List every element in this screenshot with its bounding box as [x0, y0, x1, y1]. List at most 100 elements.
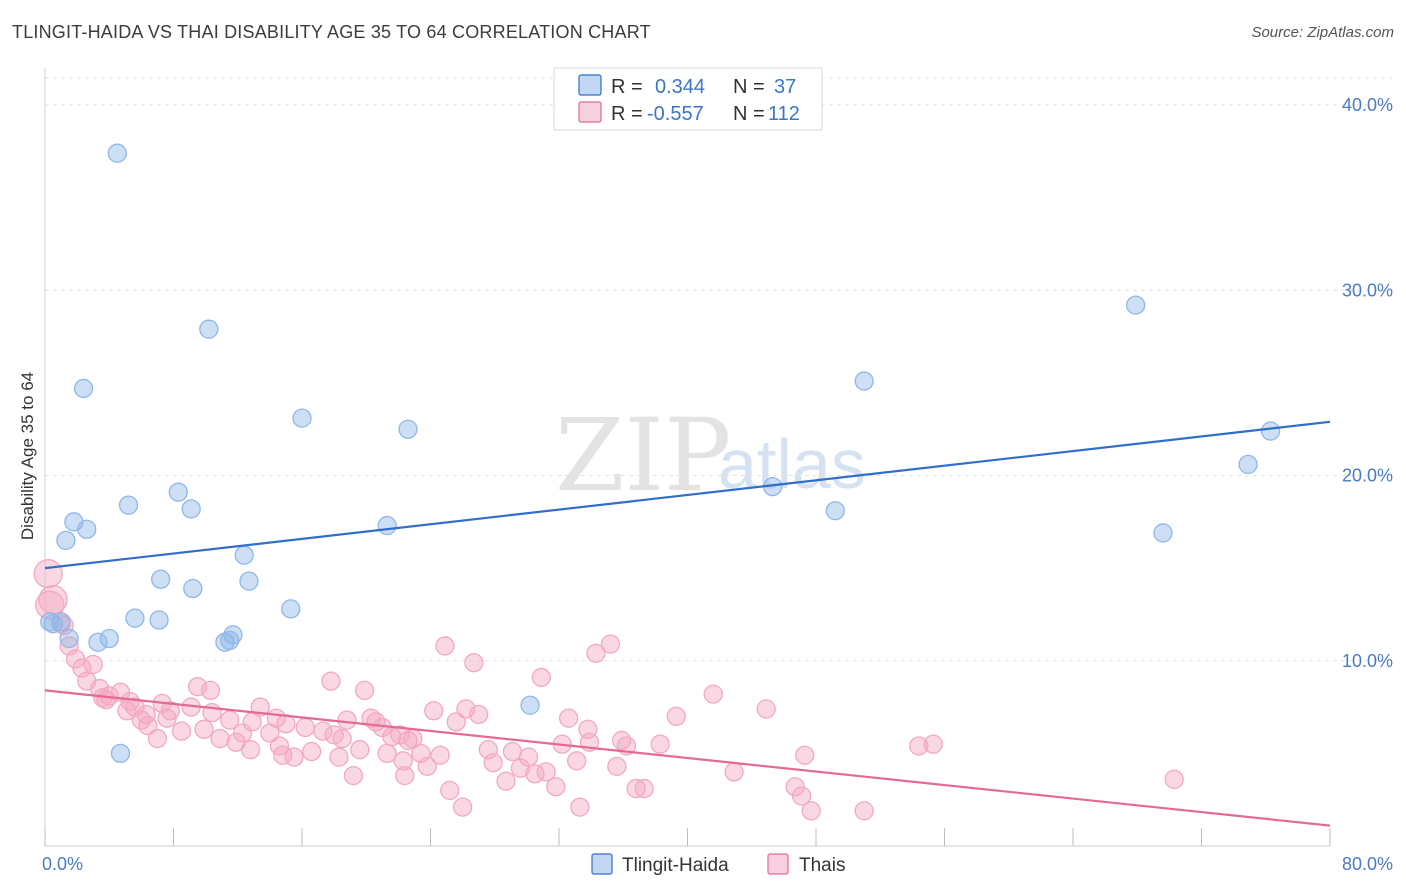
point-thais — [200, 680, 221, 701]
point-thais — [240, 740, 261, 760]
point-tlingit-haida — [292, 408, 312, 428]
source-label: Source: ZipAtlas.com — [1251, 24, 1394, 41]
point-thais — [301, 741, 322, 762]
point-tlingit-haida — [281, 599, 301, 619]
point-thais — [666, 706, 686, 726]
x-ticks — [44, 828, 1331, 846]
point-thais — [157, 708, 177, 728]
point-thais — [332, 728, 352, 749]
watermark: ZIP atlas — [555, 397, 866, 514]
point-thais — [147, 728, 168, 749]
point-tlingit-haida — [239, 571, 259, 591]
point-thais — [446, 712, 466, 732]
point-tlingit-haida — [199, 319, 219, 339]
point-tlingit-haida — [1238, 454, 1258, 475]
legend-swatch-thais — [578, 101, 602, 123]
series-tlingit-haida-points — [40, 143, 1281, 764]
point-thais — [909, 736, 929, 756]
point-tlingit-haida — [51, 612, 71, 632]
bottom-legend-swatch-thais — [767, 853, 789, 875]
point-tlingit-haida — [1260, 421, 1281, 441]
point-thais — [923, 734, 943, 754]
series-thais-points — [33, 559, 1184, 821]
x-tick-label-min: 0.0% — [42, 854, 83, 874]
point-thais — [435, 636, 455, 656]
point-thais — [791, 786, 812, 806]
y-tick-label: 20.0% — [1342, 466, 1393, 486]
point-thais — [456, 699, 476, 719]
legend-r-label-tlingit-haida: R = — [611, 76, 643, 98]
point-thais — [354, 680, 375, 701]
point-thais — [570, 797, 590, 817]
watermark-zip: ZIP — [555, 397, 731, 514]
point-thais — [510, 758, 531, 778]
point-thais — [393, 751, 413, 771]
point-thais — [395, 765, 415, 786]
point-tlingit-haida — [825, 501, 845, 521]
point-thais — [756, 699, 776, 719]
point-tlingit-haida — [77, 519, 97, 539]
point-thais — [83, 654, 103, 675]
point-tlingit-haida — [56, 530, 76, 551]
legend-n-label-thais: N = — [733, 103, 765, 125]
x-tick-label-max: 80.0% — [1342, 854, 1393, 874]
legend-swatch-tlingit-haida — [578, 74, 602, 96]
point-tlingit-haida — [118, 495, 139, 515]
point-thais — [343, 765, 364, 786]
y-tick-label: 30.0% — [1342, 280, 1393, 300]
point-thais — [854, 801, 874, 821]
point-thais — [1164, 769, 1184, 789]
thais-trend-line — [44, 689, 1331, 827]
y-axis-title: Disability Age 35 to 64 — [18, 372, 37, 540]
point-tlingit-haida — [73, 378, 94, 399]
point-thais — [464, 652, 484, 673]
point-thais — [35, 590, 65, 620]
y-tick-labels: 10.0% 20.0% 30.0% 40.0% — [1342, 95, 1393, 671]
point-tlingit-haida — [150, 569, 171, 589]
point-tlingit-haida — [181, 499, 201, 519]
point-tlingit-haida — [520, 695, 540, 715]
point-thais — [611, 730, 632, 751]
point-thais — [194, 719, 214, 739]
point-thais — [138, 715, 158, 736]
legend-r-value-tlingit-haida: 0.344 — [655, 76, 705, 98]
y-tick-label: 10.0% — [1342, 651, 1393, 671]
bottom-legend-swatch-tlingit-haida — [591, 853, 613, 875]
point-thais — [531, 667, 551, 688]
chart-title: TLINGIT-HAIDA VS THAI DISABILITY AGE 35 … — [12, 22, 651, 42]
point-thais — [795, 745, 815, 765]
point-thais — [377, 743, 397, 764]
point-tlingit-haida — [234, 545, 254, 565]
point-thais — [724, 762, 744, 782]
point-tlingit-haida — [40, 612, 60, 632]
point-thais — [313, 721, 333, 741]
point-thais — [117, 701, 137, 721]
point-thais — [626, 778, 646, 799]
legend-n-value-tlingit-haida: 37 — [774, 76, 796, 98]
legend-r-value-thais: -0.557 — [647, 103, 704, 125]
point-thais — [321, 671, 341, 691]
point-thais — [703, 684, 723, 704]
point-thais — [33, 559, 63, 589]
point-tlingit-haida — [107, 143, 127, 163]
point-tlingit-haida — [1153, 523, 1173, 543]
point-tlingit-haida — [99, 628, 119, 649]
point-tlingit-haida — [223, 625, 243, 645]
point-thais — [350, 740, 370, 760]
point-thais — [417, 756, 437, 776]
point-tlingit-haida — [88, 632, 108, 652]
point-thais — [452, 797, 473, 817]
point-tlingit-haida — [59, 628, 79, 649]
point-tlingit-haida — [125, 608, 145, 628]
legend: R = 0.344 N = 37 R = -0.557 N = 112 — [553, 67, 823, 131]
point-thais — [273, 745, 293, 765]
point-thais — [483, 752, 503, 773]
bottom-legend-label-thais: Thais — [799, 855, 845, 876]
point-thais — [536, 762, 556, 782]
point-thais — [600, 634, 621, 654]
point-tlingit-haida — [854, 371, 874, 391]
tlingit-haida-trend-line — [44, 420, 1331, 570]
point-tlingit-haida — [1125, 295, 1146, 315]
point-tlingit-haida — [377, 515, 397, 536]
